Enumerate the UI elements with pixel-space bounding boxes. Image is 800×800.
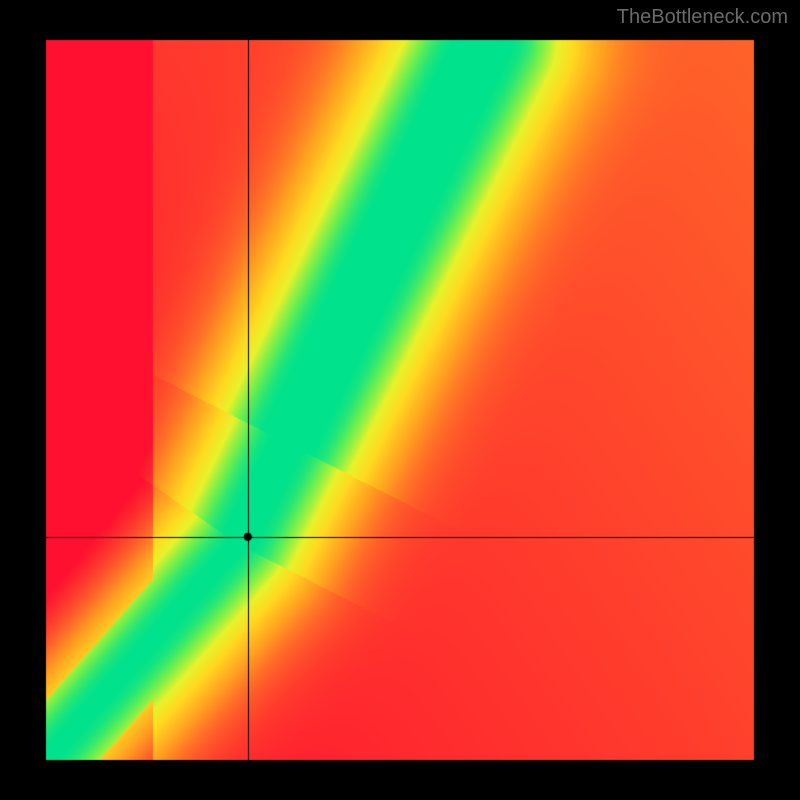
heatmap-canvas bbox=[0, 0, 800, 800]
chart-container: TheBottleneck.com bbox=[0, 0, 800, 800]
watermark-text: TheBottleneck.com bbox=[617, 6, 788, 29]
